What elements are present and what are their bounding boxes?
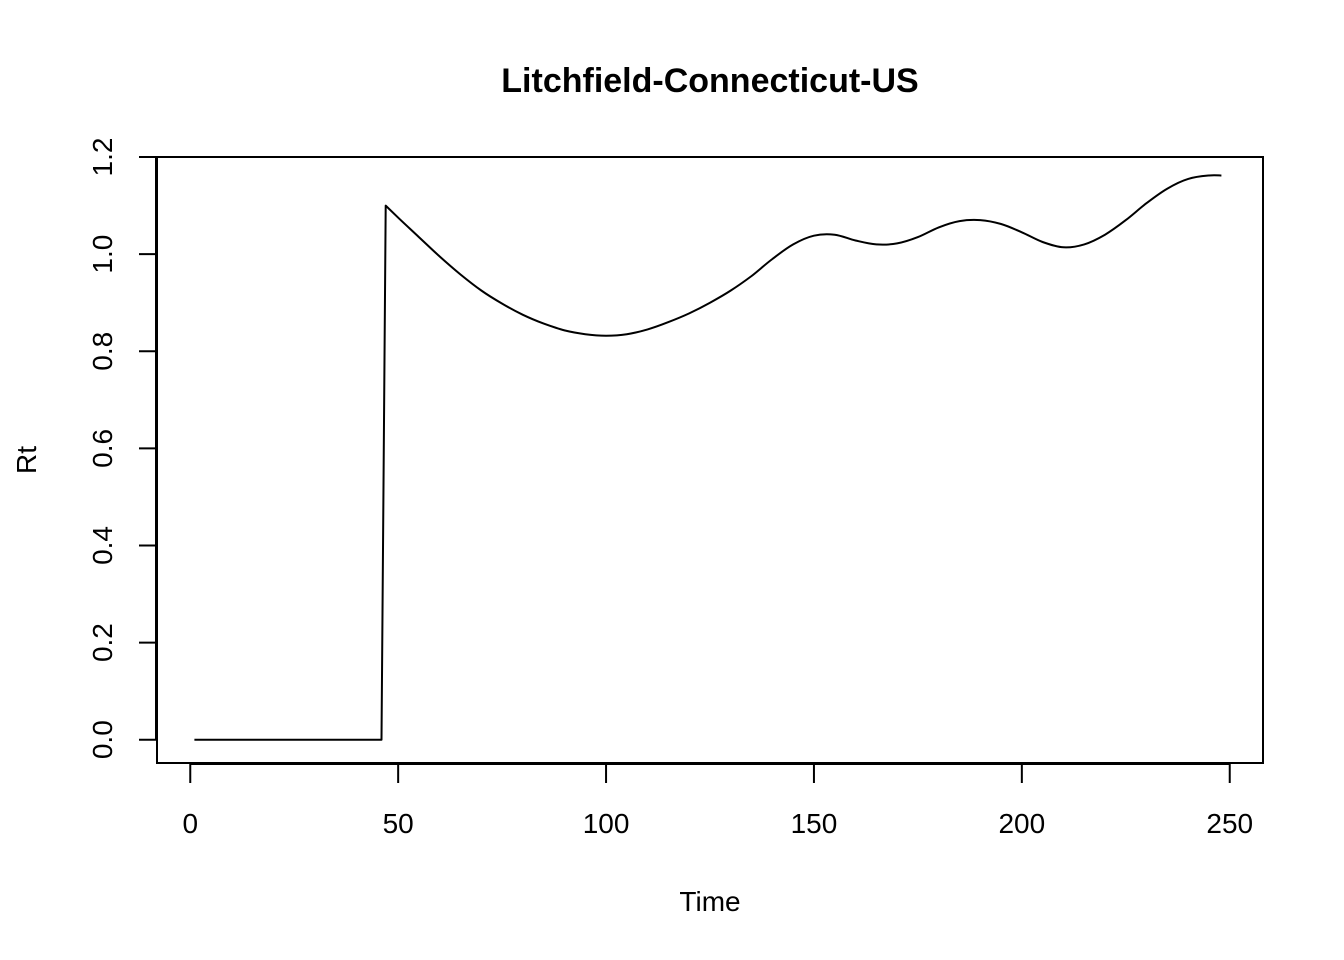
- x-axis: 0 50 100 150 200 250: [182, 763, 1253, 839]
- y-tick-label: 1.0: [87, 235, 118, 274]
- y-tick-label: 1.2: [87, 138, 118, 177]
- y-tick-label: 0.0: [87, 720, 118, 759]
- y-axis: 0.0 0.2 0.4 0.6 0.8 1.0 1.2: [87, 138, 157, 759]
- x-tick-label: 100: [583, 808, 630, 839]
- series-line: [194, 174, 1222, 741]
- y-axis-label: Rt: [11, 446, 42, 474]
- x-tick-label: 0: [182, 808, 198, 839]
- x-tick-label: 200: [998, 808, 1045, 839]
- x-tick-label: 150: [791, 808, 838, 839]
- series-layer: [194, 174, 1222, 741]
- y-tick-label: 0.8: [87, 332, 118, 371]
- y-tick-label: 0.4: [87, 526, 118, 565]
- y-tick-label: 0.6: [87, 429, 118, 468]
- chart-title: Litchfield-Connecticut-US: [501, 62, 918, 100]
- x-tick-label: 250: [1206, 808, 1253, 839]
- x-axis-label: Time: [679, 886, 740, 917]
- y-tick-label: 0.2: [87, 623, 118, 662]
- x-tick-label: 50: [383, 808, 414, 839]
